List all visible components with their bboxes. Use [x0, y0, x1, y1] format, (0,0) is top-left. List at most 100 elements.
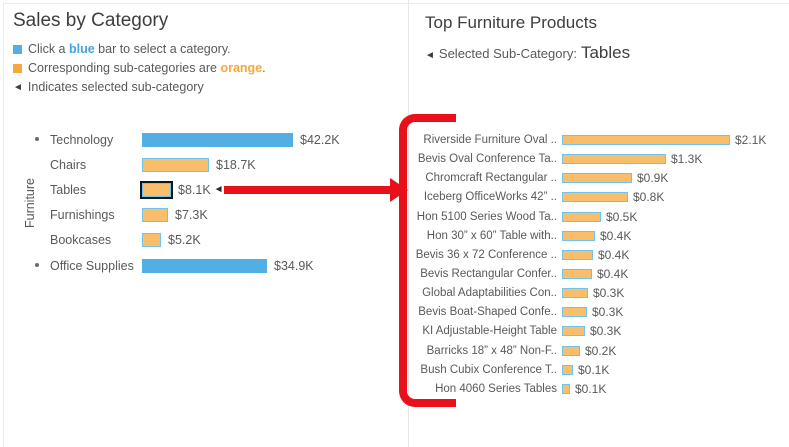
category-label: Furnishings [50, 208, 115, 223]
right-panel-title: Top Furniture Products [425, 13, 597, 32]
legend-text: Click a blue bar to select a category. [28, 42, 231, 56]
product-bar[interactable] [562, 307, 587, 318]
category-label: Technology [50, 132, 114, 147]
product-label: Bevis 36 x 72 Conference .. [415, 248, 557, 261]
value-label: $0.4K [597, 267, 629, 282]
product-bar[interactable] [562, 269, 592, 280]
legend-text: Indicates selected sub-category [27, 80, 204, 94]
value-label: $34.9K [274, 258, 314, 273]
category-bar[interactable] [142, 157, 209, 172]
category-row: Technology $42.2K [0, 127, 408, 152]
legend-line-orange: Corresponding sub-categories are orange. [13, 59, 266, 78]
product-label: Hon 30” x 60” Table with.. [426, 229, 557, 242]
category-row: Chairs $18.7K [0, 152, 408, 177]
value-label: $0.5K [606, 209, 638, 224]
category-bar[interactable] [142, 258, 267, 273]
product-label: KI Adjustable-Height Table [422, 325, 557, 338]
expand-dot-cell [28, 257, 46, 275]
product-label: Chromcraft Rectangular .. [425, 172, 557, 185]
product-row: Hon 30” x 60” Table with.. $0.4K [400, 226, 789, 245]
legend-text: Corresponding sub-categories are orange. [28, 61, 266, 75]
left-panel-title: Sales by Category [13, 10, 169, 31]
value-label: $0.4K [598, 247, 630, 262]
product-bar[interactable] [562, 364, 573, 375]
product-label: Bush Cubix Conference T.. [420, 363, 557, 376]
orange-swatch-icon [13, 64, 22, 73]
product-row: Bevis Boat-Shaped Confe.. $0.3K [400, 303, 789, 322]
product-bar[interactable] [562, 154, 666, 165]
product-label: Bevis Oval Conference Ta.. [417, 153, 557, 166]
product-label: Riverside Furniture Oval .. [423, 134, 557, 147]
product-bar[interactable] [562, 249, 593, 260]
product-label: Global Adaptabilities Con.. [422, 287, 557, 300]
product-row: Hon 5100 Series Wood Ta.. $0.5K [400, 207, 789, 226]
value-label: $8.1K [178, 182, 211, 197]
product-bar[interactable] [562, 192, 628, 203]
product-bar[interactable] [562, 173, 632, 184]
product-label: Hon 4060 Series Tables [435, 382, 557, 395]
product-bar[interactable] [562, 383, 570, 394]
value-label: $0.8K [633, 190, 665, 205]
category-label: Office Supplies [50, 258, 134, 273]
category-bar[interactable] [142, 233, 161, 248]
product-label: Barricks 18” x 48” Non-F.. [426, 344, 557, 357]
product-bar[interactable] [562, 326, 585, 337]
category-label: Bookcases [50, 233, 112, 248]
blue-swatch-icon [13, 45, 22, 54]
product-label: Hon 5100 Series Wood Ta.. [416, 210, 557, 223]
product-row: Bevis Oval Conference Ta.. $1.3K [400, 150, 789, 169]
product-row: Iceberg OfficeWorks 42” .. $0.8K [400, 188, 789, 207]
product-bar[interactable] [562, 135, 730, 146]
legend-line-marker: ◄ Indicates selected sub-category [13, 78, 266, 97]
legend: Click a blue bar to select a category. C… [13, 40, 266, 97]
category-label: Chairs [50, 157, 87, 172]
value-label: $18.7K [216, 157, 256, 172]
expand-dot-cell [28, 131, 46, 149]
product-bar[interactable] [562, 288, 588, 299]
value-label: $0.9K [637, 171, 669, 186]
value-label: $0.3K [590, 324, 622, 339]
product-label: Bevis Boat-Shaped Confe.. [418, 306, 557, 319]
category-row: Bookcases $5.2K [0, 228, 408, 253]
sales-by-category-chart: Technology $42.2K Chairs $18.7K Tables $8.1K ◄… [0, 127, 408, 278]
category-row: Office Supplies $34.9K [0, 253, 408, 278]
product-bar[interactable] [562, 345, 580, 356]
category-bar[interactable] [142, 208, 168, 223]
value-label: $0.1K [575, 381, 607, 396]
product-bar[interactable] [562, 230, 595, 241]
selected-subcategory-value: Tables [580, 43, 631, 62]
category-bar[interactable] [142, 182, 171, 197]
selected-subcategory-line: ◄ Selected Sub-Category: Tables [425, 43, 630, 63]
product-label: Iceberg OfficeWorks 42” .. [423, 191, 557, 204]
left-border-line [3, 3, 4, 447]
value-label: $2.1K [735, 133, 767, 148]
product-bar[interactable] [562, 211, 601, 222]
top-border-line [3, 3, 789, 4]
selected-marker-icon: ◄ [213, 184, 224, 196]
product-row: Hon 4060 Series Tables $0.1K [400, 379, 789, 398]
value-label: $0.2K [585, 343, 617, 358]
product-row: Bush Cubix Conference T.. $0.1K [400, 360, 789, 379]
category-row: Tables $8.1K ◄ [0, 177, 408, 202]
product-label: Bevis Rectangular Confer.. [420, 268, 557, 281]
panel-divider [408, 0, 409, 447]
value-label: $1.3K [671, 152, 703, 167]
product-row: KI Adjustable-Height Table $0.3K [400, 322, 789, 341]
value-label: $0.1K [578, 362, 610, 377]
value-label: $5.2K [168, 233, 201, 248]
product-row: Bevis Rectangular Confer.. $0.4K [400, 264, 789, 283]
category-label: Tables [50, 182, 87, 197]
product-row: Barricks 18” x 48” Non-F.. $0.2K [400, 341, 789, 360]
product-row: Riverside Furniture Oval .. $2.1K [400, 131, 789, 150]
category-bar[interactable] [142, 132, 293, 147]
product-row: Bevis 36 x 72 Conference .. $0.4K [400, 245, 789, 264]
product-row: Chromcraft Rectangular .. $0.9K [400, 169, 789, 188]
selected-marker-icon: ◄ [13, 82, 23, 93]
top-furniture-products-chart: Riverside Furniture Oval .. $2.1K Bevis Ov… [400, 131, 789, 399]
selected-marker-icon: ◄ [425, 50, 435, 61]
expand-dot-icon [35, 137, 39, 142]
subtitle-text: Selected Sub-Category: [438, 46, 577, 61]
value-label: $0.3K [592, 305, 624, 320]
value-label: $0.4K [600, 228, 632, 243]
